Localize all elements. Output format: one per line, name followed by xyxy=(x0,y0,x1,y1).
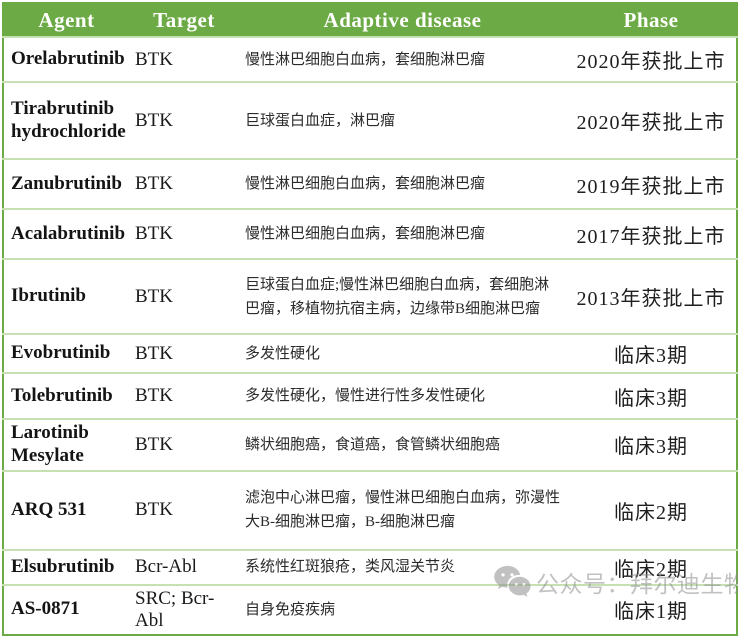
header-row: Agent Target Adaptive disease Phase xyxy=(3,3,737,37)
phase-cell: 2020年获批上市 xyxy=(566,81,737,159)
disease-cell: 系统性红斑狼疮，类风湿关节炎 xyxy=(239,548,566,585)
phase-cell: 临床1期 xyxy=(566,583,737,635)
agent-cell: Acalabrutinib xyxy=(3,208,129,259)
target-cell: BTK xyxy=(129,208,239,259)
phase-cell: 临床3期 xyxy=(566,333,737,373)
target-cell: BTK xyxy=(129,81,239,159)
agent-cell: ARQ 531 xyxy=(3,469,129,550)
disease-cell: 滤泡中心淋巴瘤，慢性淋巴细胞白血病，弥漫性大B-细胞淋巴瘤，B-细胞淋巴瘤 xyxy=(239,469,566,550)
phase-cell: 临床2期 xyxy=(566,469,737,550)
agent-cell: Elsubrutinib xyxy=(3,548,129,585)
table-row: Evobrutinib BTK 多发性硬化 临床3期 xyxy=(3,333,737,373)
disease-cell: 慢性淋巴细胞白血病，套细胞淋巴瘤 xyxy=(239,36,566,82)
table-body: Orelabrutinib BTK 慢性淋巴细胞白血病，套细胞淋巴瘤 2020年… xyxy=(3,36,737,635)
target-cell: Bcr-Abl xyxy=(129,548,239,585)
phase-cell: 2019年获批上市 xyxy=(566,158,737,209)
target-cell: BTK xyxy=(129,372,239,419)
col-header-target: Target xyxy=(129,3,239,37)
table-row: Tirabrutinib hydrochloride BTK 巨球蛋白血症，淋巴… xyxy=(3,81,737,159)
disease-cell: 慢性淋巴细胞白血病，套细胞淋巴瘤 xyxy=(239,208,566,259)
agent-cell: Tirabrutinib hydrochloride xyxy=(3,81,129,159)
table-row: Zanubrutinib BTK 慢性淋巴细胞白血病，套细胞淋巴瘤 2019年获… xyxy=(3,158,737,209)
col-header-disease: Adaptive disease xyxy=(239,3,566,37)
table-row: Tolebrutinib BTK 多发性硬化，慢性进行性多发性硬化 临床3期 xyxy=(3,372,737,419)
phase-cell: 临床3期 xyxy=(566,418,737,471)
target-cell: BTK xyxy=(129,158,239,209)
agent-cell: Evobrutinib xyxy=(3,333,129,373)
agent-cell: Ibrutinib xyxy=(3,258,129,334)
phase-cell: 临床3期 xyxy=(566,372,737,419)
agent-cell: Zanubrutinib xyxy=(3,158,129,209)
agent-cell: AS-0871 xyxy=(3,583,129,635)
target-cell: SRC; Bcr-Abl xyxy=(129,583,239,635)
table-row: Orelabrutinib BTK 慢性淋巴细胞白血病，套细胞淋巴瘤 2020年… xyxy=(3,36,737,82)
table-row: ARQ 531 BTK 滤泡中心淋巴瘤，慢性淋巴细胞白血病，弥漫性大B-细胞淋巴… xyxy=(3,469,737,550)
table-row: AS-0871 SRC; Bcr-Abl 自身免疫疾病 临床1期 xyxy=(3,583,737,635)
disease-cell: 自身免疫疾病 xyxy=(239,583,566,635)
table-row: Ibrutinib BTK 巨球蛋白血症;慢性淋巴细胞白血病，套细胞淋巴瘤，移植… xyxy=(3,258,737,334)
disease-cell: 巨球蛋白血症，淋巴瘤 xyxy=(239,81,566,159)
phase-cell: 临床2期 xyxy=(566,548,737,585)
disease-cell: 慢性淋巴细胞白血病，套细胞淋巴瘤 xyxy=(239,158,566,209)
table-row: Elsubrutinib Bcr-Abl 系统性红斑狼疮，类风湿关节炎 临床2期 xyxy=(3,548,737,585)
disease-cell: 巨球蛋白血症;慢性淋巴细胞白血病，套细胞淋巴瘤，移植物抗宿主病，边缘带B细胞淋巴… xyxy=(239,258,566,334)
phase-cell: 2013年获批上市 xyxy=(566,258,737,334)
disease-cell: 多发性硬化，慢性进行性多发性硬化 xyxy=(239,372,566,419)
target-cell: BTK xyxy=(129,333,239,373)
disease-cell: 多发性硬化 xyxy=(239,333,566,373)
phase-cell: 2017年获批上市 xyxy=(566,208,737,259)
col-header-agent: Agent xyxy=(3,3,129,37)
disease-cell: 鳞状细胞癌，食道癌，食管鳞状细胞癌 xyxy=(239,418,566,471)
agent-cell: Orelabrutinib xyxy=(3,36,129,82)
col-header-phase: Phase xyxy=(566,3,737,37)
table-row: Larotinib Mesylate BTK 鳞状细胞癌，食道癌，食管鳞状细胞癌… xyxy=(3,418,737,471)
phase-cell: 2020年获批上市 xyxy=(566,36,737,82)
target-cell: BTK xyxy=(129,469,239,550)
table-row: Acalabrutinib BTK 慢性淋巴细胞白血病，套细胞淋巴瘤 2017年… xyxy=(3,208,737,259)
target-cell: BTK xyxy=(129,258,239,334)
agent-cell: Larotinib Mesylate xyxy=(3,418,129,471)
target-cell: BTK xyxy=(129,36,239,82)
target-cell: BTK xyxy=(129,418,239,471)
agent-cell: Tolebrutinib xyxy=(3,372,129,419)
